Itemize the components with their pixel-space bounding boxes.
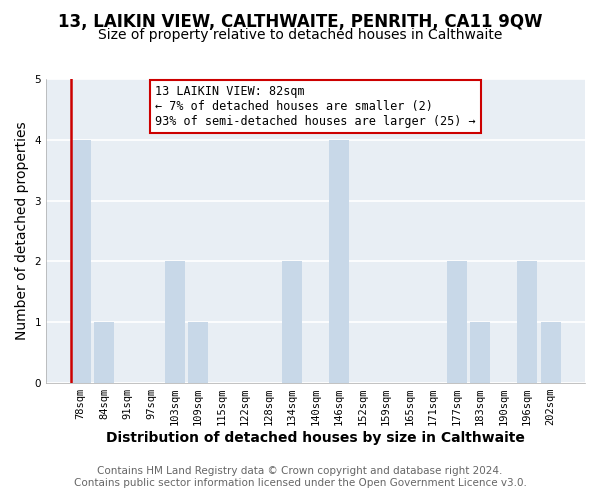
Text: Contains HM Land Registry data © Crown copyright and database right 2024.
Contai: Contains HM Land Registry data © Crown c… [74, 466, 526, 487]
Text: 13, LAIKIN VIEW, CALTHWAITE, PENRITH, CA11 9QW: 13, LAIKIN VIEW, CALTHWAITE, PENRITH, CA… [58, 12, 542, 30]
Bar [282, 262, 302, 383]
Bar [188, 322, 208, 383]
Bar [541, 322, 560, 383]
Bar [446, 262, 467, 383]
Text: 13 LAIKIN VIEW: 82sqm
← 7% of detached houses are smaller (2)
93% of semi-detach: 13 LAIKIN VIEW: 82sqm ← 7% of detached h… [155, 85, 476, 128]
Bar [470, 322, 490, 383]
Y-axis label: Number of detached properties: Number of detached properties [15, 122, 29, 340]
X-axis label: Distribution of detached houses by size in Calthwaite: Distribution of detached houses by size … [106, 431, 525, 445]
Bar [71, 140, 91, 383]
Bar [329, 140, 349, 383]
Bar [164, 262, 185, 383]
Bar [94, 322, 114, 383]
Bar [517, 262, 537, 383]
Text: Size of property relative to detached houses in Calthwaite: Size of property relative to detached ho… [98, 28, 502, 42]
